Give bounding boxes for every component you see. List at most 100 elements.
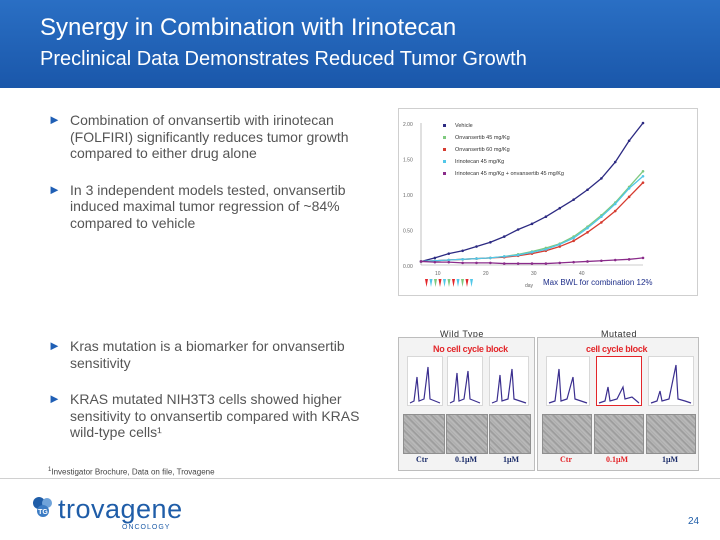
series-point: [600, 215, 603, 219]
series-point: [433, 260, 437, 264]
bullets-top: ► Combination of onvansertib with irinot…: [48, 112, 393, 251]
dose-marker: [438, 279, 442, 287]
x-tick-label: 10: [435, 271, 441, 277]
page-number: 24: [688, 516, 700, 527]
histogram-icon: [409, 366, 441, 404]
series-point: [475, 261, 478, 265]
mutated-panel: cell cycle block Ctr 0.1μM 1μM: [537, 337, 699, 471]
footnote-marker: 1: [48, 467, 52, 473]
legend-swatch: [443, 148, 446, 151]
series-point: [447, 258, 451, 262]
series-point: [627, 139, 631, 143]
bullet-item: ► Combination of onvansertib with irinot…: [48, 112, 393, 162]
series-point: [530, 250, 534, 254]
series-point: [489, 240, 492, 244]
dose-marker: [429, 279, 433, 287]
cell-image: [594, 414, 644, 454]
series-point: [586, 226, 589, 230]
cell-image: [646, 414, 696, 454]
series-point: [627, 195, 631, 199]
cell-image: [542, 414, 592, 454]
bullet-text: KRAS mutated NIH3T3 cells showed higher …: [70, 391, 360, 440]
logo-wordmark: trovagene: [58, 494, 183, 524]
bullet-arrow-icon: ►: [48, 391, 61, 406]
series-point: [586, 231, 589, 234]
legend-label: Onvansertib 45 mg/Kg: [455, 135, 510, 141]
series-point: [641, 121, 645, 125]
x-tick-label: 30: [531, 271, 537, 277]
series-point: [475, 257, 478, 260]
slide-title: Synergy in Combination with Irinotecan: [40, 14, 457, 41]
legend-swatch: [443, 124, 446, 127]
series-point: [447, 252, 451, 255]
chart-annotation: Max BWL for combination 12%: [543, 278, 653, 287]
series-point: [613, 209, 617, 213]
series-point: [530, 222, 534, 226]
dose-label: 0.1μM: [606, 455, 629, 464]
dose-marker: [456, 279, 460, 287]
legend-swatch: [443, 172, 446, 175]
series-point: [586, 260, 589, 263]
legend-label: Irinotecan 45 mg/Kg + onvansertib 45 mg/…: [455, 171, 564, 177]
x-tick-label: 20: [483, 271, 489, 277]
series-point: [572, 198, 575, 201]
y-tick-label: 2.00: [403, 122, 413, 128]
wild-type-panel-header: No cell cycle block: [433, 344, 508, 354]
series-point: [489, 261, 492, 265]
mutated-label: Mutated: [601, 329, 638, 339]
series-point: [641, 256, 645, 260]
series-point: [572, 260, 575, 264]
bullet-text: Combination of onvansertib with irinotec…: [70, 112, 349, 161]
title-banner: Synergy in Combination with Irinotecan P…: [0, 0, 720, 88]
cell-image: [403, 414, 445, 454]
series-point: [502, 235, 506, 238]
series-point: [613, 160, 617, 164]
dose-marker: [470, 279, 473, 287]
series-point: [572, 236, 575, 240]
dose-marker: [452, 279, 455, 287]
tumor-growth-chart: 2.00 1.50 1.00 0.50 0.00 10 20 30 40 day Vehicle On…: [398, 108, 698, 296]
series-point: [502, 262, 506, 265]
series-point: [544, 248, 548, 251]
dose-label: Ctr: [416, 455, 428, 464]
series-line: [420, 182, 644, 263]
bullet-item: ► KRAS mutated NIH3T3 cells showed highe…: [48, 391, 388, 441]
wild-type-label: Wild Type: [440, 329, 484, 339]
series-point: [627, 187, 631, 190]
series-point: [516, 262, 520, 265]
legend-label: Vehicle: [455, 123, 473, 129]
legend-swatch: [443, 136, 446, 139]
series-point: [641, 181, 645, 184]
histogram-plot: [407, 356, 443, 406]
series-point: [433, 256, 437, 260]
series-point: [516, 253, 520, 257]
series-point: [627, 258, 631, 261]
bullet-text: In 3 independent models tested, onvanser…: [70, 181, 346, 231]
series-point: [586, 188, 589, 192]
slide-subtitle: Preclinical Data Demonstrates Reduced Tu…: [40, 48, 527, 70]
histogram-icon: [650, 364, 692, 404]
histogram-plot: [447, 356, 483, 406]
series-point: [600, 259, 603, 263]
series-point: [613, 202, 617, 206]
y-tick-label: 0.00: [403, 264, 413, 270]
series-point: [600, 177, 603, 180]
histogram-plot: [648, 356, 694, 406]
legend-label: Irinotecan 45 mg/Kg: [455, 159, 504, 165]
y-tick-label: 0.50: [403, 229, 413, 235]
trovagene-logo-icon: TG: [30, 494, 56, 525]
dose-marker: [434, 279, 437, 287]
series-point: [641, 169, 645, 173]
wild-type-panel: No cell cycle block Ctr 0.1μM 1μM: [398, 337, 535, 471]
series-point: [641, 174, 645, 178]
series-point: [544, 262, 548, 265]
bullet-arrow-icon: ►: [48, 112, 61, 127]
series-point: [530, 262, 534, 265]
histogram-plot: [596, 356, 642, 406]
histogram-plot: [489, 356, 529, 406]
series-line: [420, 122, 644, 263]
series-point: [489, 256, 492, 260]
dose-label: 0.1μM: [455, 455, 478, 464]
histogram-icon: [598, 385, 640, 404]
series-point: [475, 245, 478, 248]
